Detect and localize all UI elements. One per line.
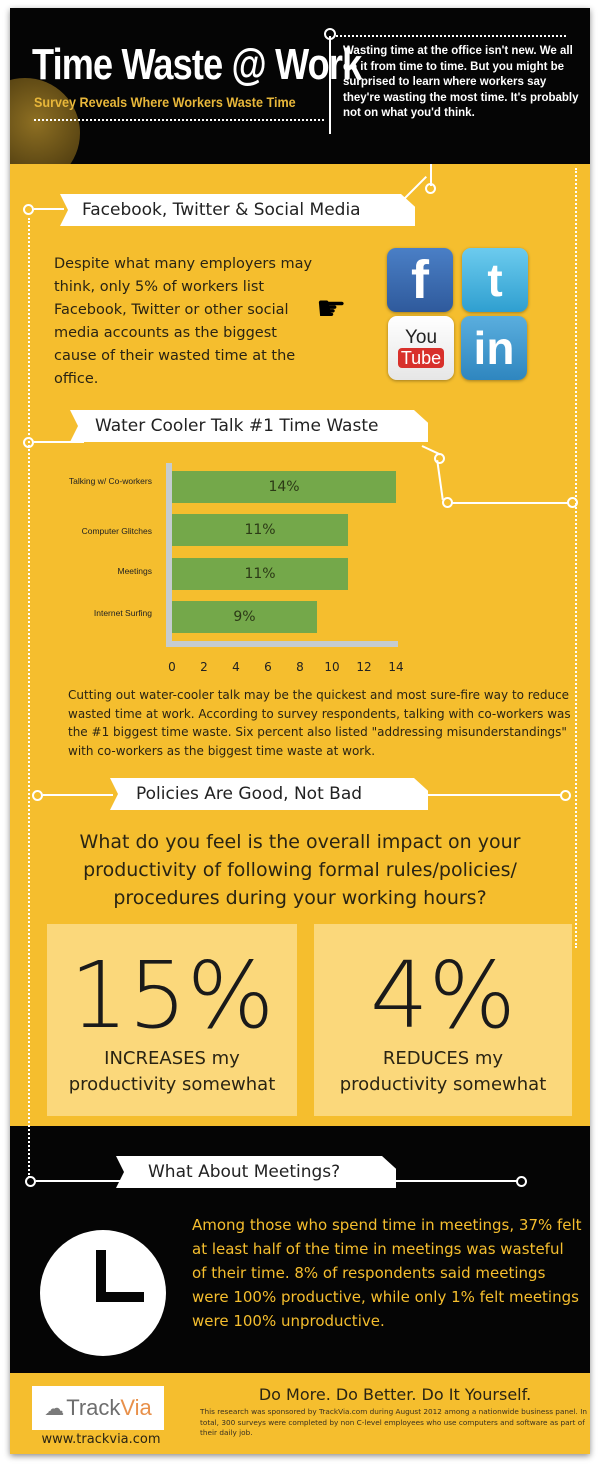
connector-knob [567, 497, 578, 508]
stat-label: INCREASES my [104, 1048, 240, 1069]
x-axis [166, 641, 398, 647]
x-tick: 12 [356, 660, 372, 674]
cooler-text: Cutting out water-cooler talk may be the… [68, 688, 571, 758]
category-label: Meetings [117, 566, 153, 576]
connector-line [430, 164, 432, 186]
infographic: Time Waste @ Work Survey Reveals Where W… [10, 8, 590, 1454]
connector-line [36, 1180, 126, 1182]
category-label: Computer Glitches [81, 526, 152, 536]
x-tick: 6 [264, 660, 272, 674]
connector-knob [25, 1176, 36, 1187]
clock-hour-hand [96, 1250, 106, 1300]
connector-line [452, 502, 568, 504]
bar-value: 11% [244, 522, 276, 538]
x-tick: 0 [168, 660, 176, 674]
dotted-connector [575, 168, 577, 948]
x-tick: 4 [232, 660, 240, 674]
bar-talking: 14% [172, 471, 396, 503]
stat-label: productivity somewhat [68, 1074, 276, 1095]
page-subtitle: Survey Reveals Where Workers Waste Time [34, 94, 296, 110]
stat-increases: 15% INCREASES my productivity somewhat [47, 924, 297, 1116]
dotted-connector [28, 218, 30, 1178]
facebook-icon: f [387, 248, 453, 312]
youtube-tube: Tube [397, 348, 445, 368]
bar-computer-glitches: 11% [172, 514, 348, 546]
category-label: Internet Surfing [93, 608, 152, 618]
connector-line [388, 1180, 518, 1182]
bar-value: 9% [233, 609, 256, 625]
x-tick: 8 [296, 660, 304, 674]
stat-label: productivity somewhat [339, 1074, 547, 1095]
page-title: Time Waste @ Work [32, 40, 362, 89]
heading-text: Policies Are Good, Not Bad [136, 784, 363, 804]
heading-text: Water Cooler Talk #1 Time Waste [95, 416, 379, 436]
youtube-you: You [404, 327, 438, 348]
heading-text: Facebook, Twitter & Social Media [82, 200, 361, 220]
stat-value: 4% [370, 942, 516, 1049]
bar-internet-surfing: 9% [172, 601, 317, 633]
connector-knob [434, 453, 445, 464]
connector-knob [23, 204, 34, 215]
youtube-icon: You Tube [388, 316, 454, 380]
section-heading-cooler: Water Cooler Talk #1 Time Waste [70, 410, 428, 442]
clock-minute-hand [96, 1292, 144, 1302]
connector-line [422, 794, 562, 796]
facebook-glyph: f [411, 250, 429, 310]
header: Time Waste @ Work Survey Reveals Where W… [10, 8, 590, 188]
connector-knob [32, 790, 43, 801]
section-heading-meetings: What About Meetings? [116, 1156, 396, 1188]
section-heading-policies: Policies Are Good, Not Bad [110, 778, 428, 810]
connector-line [43, 794, 113, 796]
logo-via-text: Via [120, 1395, 152, 1420]
vertical-divider [329, 36, 331, 134]
x-tick: 2 [200, 660, 208, 674]
meetings-text: Among those who spend time in meetings, … [192, 1216, 582, 1330]
connector-knob [560, 790, 571, 801]
twitter-icon: t [462, 248, 528, 312]
bar-value: 14% [268, 479, 300, 495]
tagline: Do More. Do Better. Do It Yourself. [258, 1385, 532, 1404]
clock-icon [40, 1230, 166, 1356]
policy-question: What do you feel is the overall impact o… [79, 831, 521, 909]
section-heading-social: Facebook, Twitter & Social Media [60, 194, 415, 226]
intro-text: Wasting time at the office isn't new. We… [343, 45, 579, 119]
bar-value: 11% [244, 566, 276, 582]
pointing-hand-icon: ☛ [316, 289, 347, 329]
category-label: Talking w/ Co-workers [68, 476, 152, 486]
connector-knob [23, 437, 34, 448]
x-tick: 14 [388, 660, 404, 674]
bar-meetings: 11% [172, 558, 348, 590]
connector-line [34, 441, 84, 443]
connector-knob [516, 1176, 527, 1187]
stat-reduces: 4% REDUCES my productivity somewhat [314, 924, 572, 1116]
twitter-glyph: t [487, 254, 503, 306]
linkedin-glyph: in [473, 322, 515, 374]
stat-label: REDUCES my [382, 1048, 504, 1069]
linkedin-icon: in [461, 316, 527, 380]
website-link[interactable]: www.trackvia.com [41, 1432, 161, 1447]
research-disclaimer: This research was sponsored by TrackVia.… [200, 1407, 587, 1437]
logo-track-text: Track [66, 1395, 121, 1420]
connector-line [34, 208, 64, 210]
connector-knob [425, 183, 436, 194]
y-axis [166, 463, 172, 647]
trackvia-logo[interactable]: ☁ Track Via [32, 1386, 164, 1430]
heading-text: What About Meetings? [148, 1162, 341, 1182]
cloud-icon: ☁ [44, 1397, 65, 1420]
dotted-divider [336, 35, 566, 37]
stat-value: 15% [69, 942, 275, 1049]
dotted-divider [34, 119, 324, 121]
x-tick: 10 [324, 660, 340, 674]
social-text: Despite what many employers may think, o… [54, 256, 313, 387]
